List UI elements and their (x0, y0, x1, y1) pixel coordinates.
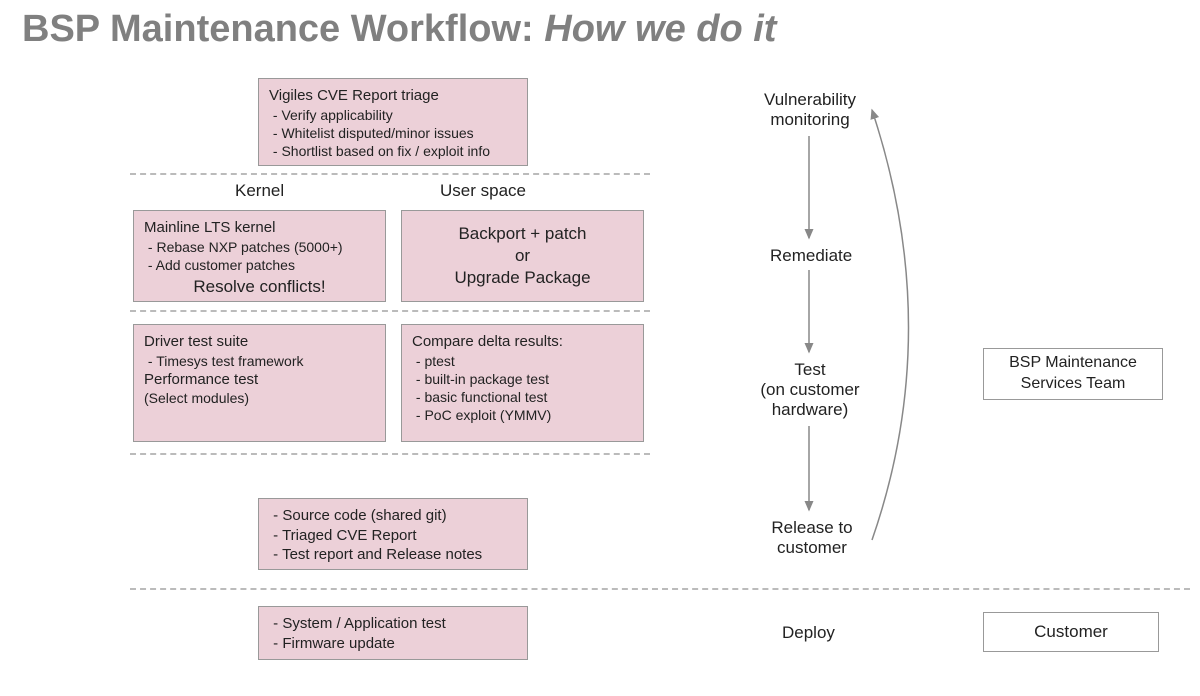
kernel-item-1: - Add customer patches (144, 256, 375, 274)
stage-vuln: Vulnerabilitymonitoring (760, 90, 860, 130)
column-header-kernel: Kernel (235, 181, 284, 201)
box-compare: Compare delta results: - ptest - built-i… (401, 324, 644, 442)
column-header-userspace: User space (440, 181, 526, 201)
userspace-line1: Backport + patch (458, 223, 586, 245)
driver-title1: Driver test suite (144, 333, 248, 350)
stage-remediate: Remediate (770, 246, 852, 266)
triage-title: Vigiles CVE Report triage (269, 87, 439, 104)
box-team: BSP Maintenance Services Team (983, 348, 1163, 400)
kernel-title: Mainline LTS kernel (144, 219, 275, 236)
driver-title2: Performance test (144, 371, 258, 388)
title-italic: How we do it (544, 8, 776, 50)
stage-release: Release tocustomer (767, 518, 857, 558)
team-line2: Services Team (1021, 374, 1126, 395)
divider-4 (130, 588, 1190, 590)
deploy-item-0: - System / Application test (269, 614, 517, 634)
triage-item-1: - Whitelist disputed/minor issues (269, 124, 517, 142)
box-triage: Vigiles CVE Report triage - Verify appli… (258, 78, 528, 166)
box-deploy: - System / Application test - Firmware u… (258, 606, 528, 660)
box-customer: Customer (983, 612, 1159, 652)
triage-item-2: - Shortlist based on fix / exploit info (269, 142, 517, 160)
compare-item-1: - built-in package test (412, 370, 633, 388)
box-release: - Source code (shared git) - Triaged CVE… (258, 498, 528, 570)
title-plain: BSP Maintenance Workflow: (22, 8, 544, 50)
stage-test: Test(on customerhardware) (760, 360, 860, 420)
arrow-loop-back (872, 110, 909, 540)
box-driver: Driver test suite - Timesys test framewo… (133, 324, 386, 442)
kernel-footer: Resolve conflicts! (144, 276, 375, 298)
divider-3 (130, 453, 650, 455)
release-item-2: - Test report and Release notes (269, 545, 517, 565)
driver-item1: - Timesys test framework (144, 352, 375, 370)
compare-item-2: - basic functional test (412, 388, 633, 406)
userspace-line3: Upgrade Package (454, 267, 590, 289)
compare-item-3: - PoC exploit (YMMV) (412, 406, 633, 424)
stage-deploy: Deploy (782, 623, 835, 643)
triage-item-0: - Verify applicability (269, 106, 517, 124)
release-item-0: - Source code (shared git) (269, 506, 517, 526)
release-item-1: - Triaged CVE Report (269, 526, 517, 546)
customer-label: Customer (1034, 621, 1108, 643)
box-userspace: Backport + patch or Upgrade Package (401, 210, 644, 302)
page-title: BSP Maintenance Workflow: How we do it (22, 8, 776, 51)
kernel-item-0: - Rebase NXP patches (5000+) (144, 238, 375, 256)
divider-2 (130, 310, 650, 312)
divider-1 (130, 173, 650, 175)
box-kernel: Mainline LTS kernel - Rebase NXP patches… (133, 210, 386, 302)
compare-title: Compare delta results: (412, 333, 563, 350)
userspace-line2: or (515, 245, 530, 267)
compare-item-0: - ptest (412, 352, 633, 370)
deploy-item-1: - Firmware update (269, 634, 517, 654)
team-line1: BSP Maintenance (1009, 353, 1137, 374)
driver-item2: (Select modules) (144, 389, 375, 407)
